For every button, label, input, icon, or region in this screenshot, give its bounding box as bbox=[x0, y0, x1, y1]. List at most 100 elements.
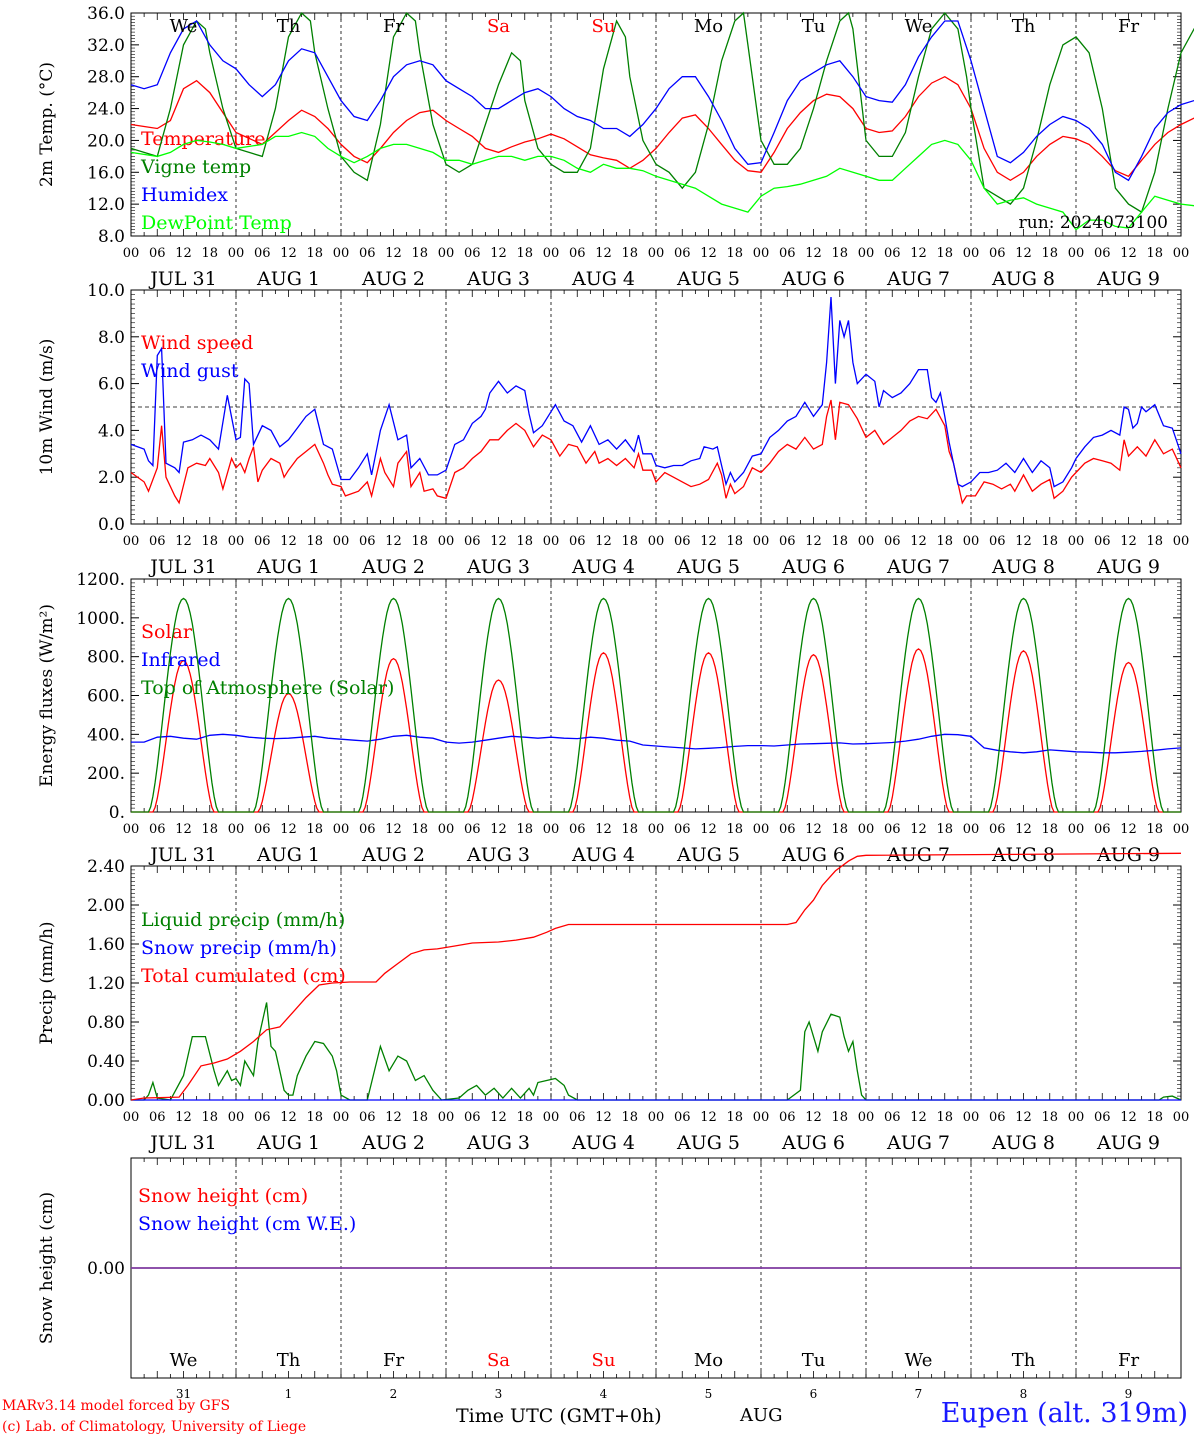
hour-tick-label: 12 bbox=[385, 822, 402, 837]
weekday-label: Mo bbox=[694, 16, 723, 37]
hour-tick-label: 00 bbox=[1173, 1110, 1190, 1125]
x-axis-title: Time UTC (GMT+0h) bbox=[456, 1405, 662, 1427]
hour-tick-label: 12 bbox=[700, 246, 717, 261]
hour-tick-label: 06 bbox=[149, 1110, 166, 1125]
hour-tick-label: 06 bbox=[779, 822, 796, 837]
hour-tick-label: 00 bbox=[753, 822, 770, 837]
hour-tick-label: 00 bbox=[753, 1110, 770, 1125]
day-label: JUL 31 bbox=[148, 1132, 216, 1154]
day-number: 9 bbox=[1125, 1387, 1133, 1401]
day-label: AUG 4 bbox=[571, 268, 635, 290]
day-label: AUG 1 bbox=[256, 844, 320, 866]
hour-tick-label: 18 bbox=[936, 1110, 953, 1125]
hour-tick-label: 06 bbox=[359, 1110, 376, 1125]
hour-tick-label: 12 bbox=[490, 1110, 507, 1125]
day-label: AUG 4 bbox=[571, 1132, 635, 1154]
legend-entry: Humidex bbox=[141, 184, 228, 206]
hour-tick-label: 00 bbox=[963, 1110, 980, 1125]
hour-tick-label: 06 bbox=[1094, 1110, 1111, 1125]
hour-tick-label: 06 bbox=[464, 246, 481, 261]
series-dewpoint-temp-line bbox=[130, 131, 1194, 231]
y-tick-label: 16.0 bbox=[87, 163, 125, 183]
hour-tick-label: 06 bbox=[989, 246, 1006, 261]
legend-entry: Snow height (cm) bbox=[138, 1185, 308, 1207]
hour-tick-label: 00 bbox=[1068, 534, 1085, 549]
hour-tick-label: 00 bbox=[648, 534, 665, 549]
hour-tick-label: 00 bbox=[858, 822, 875, 837]
y-tick-label: 0.0 bbox=[98, 515, 125, 535]
y-tick-label: 8.0 bbox=[98, 328, 125, 348]
day-number: 8 bbox=[1020, 1387, 1028, 1401]
hour-tick-label: 06 bbox=[359, 822, 376, 837]
series-temperature-line bbox=[130, 75, 1194, 182]
y-tick-label: 32.0 bbox=[87, 36, 125, 56]
hour-tick-label: 12 bbox=[805, 1110, 822, 1125]
hour-tick-label: 12 bbox=[490, 822, 507, 837]
day-label: AUG 7 bbox=[886, 268, 950, 290]
hour-tick-label: 12 bbox=[910, 246, 927, 261]
day-label: AUG 1 bbox=[256, 268, 320, 290]
hour-tick-label: 00 bbox=[1173, 822, 1190, 837]
model-credit: MARv3.14 model forced by GFS bbox=[2, 1398, 231, 1414]
hour-tick-label: 18 bbox=[621, 1110, 638, 1125]
hour-tick-label: 06 bbox=[569, 1110, 586, 1125]
y-axis-title: 10m Wind (m/s) bbox=[37, 339, 57, 476]
hour-tick-label: 12 bbox=[1120, 534, 1137, 549]
y-axis-title: Energy fluxes (W/m²) bbox=[37, 604, 57, 787]
hour-tick-label: 00 bbox=[963, 534, 980, 549]
day-label: JUL 31 bbox=[148, 556, 216, 578]
hour-tick-label: 12 bbox=[805, 822, 822, 837]
y-tick-label: 200. bbox=[87, 764, 125, 784]
hour-tick-label: 06 bbox=[884, 534, 901, 549]
day-label: AUG 3 bbox=[466, 556, 530, 578]
y-tick-label: 0.40 bbox=[87, 1052, 125, 1072]
hour-tick-label: 18 bbox=[726, 534, 743, 549]
weekday-label: Su bbox=[592, 1350, 616, 1371]
hour-tick-label: 00 bbox=[123, 246, 140, 261]
legend-entry: Wind speed bbox=[141, 332, 253, 354]
series-wind-gust-line bbox=[130, 296, 1182, 488]
hour-tick-label: 12 bbox=[700, 1110, 717, 1125]
series-total-cumulated-cm--line bbox=[130, 852, 1182, 1101]
legend-entry: Vigne temp bbox=[140, 156, 251, 178]
y-tick-label: 20.0 bbox=[87, 131, 125, 151]
hour-tick-label: 12 bbox=[280, 246, 297, 261]
hour-tick-label: 12 bbox=[175, 534, 192, 549]
hour-tick-label: 12 bbox=[1120, 1110, 1137, 1125]
hour-tick-label: 06 bbox=[464, 534, 481, 549]
hour-tick-label: 06 bbox=[149, 822, 166, 837]
hour-tick-label: 00 bbox=[858, 534, 875, 549]
day-number: 1 bbox=[285, 1387, 293, 1401]
legend-entry: Top of Atmosphere (Solar) bbox=[141, 677, 394, 699]
hour-tick-label: 06 bbox=[884, 822, 901, 837]
day-label: AUG 5 bbox=[676, 268, 740, 290]
hour-tick-label: 18 bbox=[1146, 534, 1163, 549]
hour-tick-label: 00 bbox=[438, 822, 455, 837]
hour-tick-label: 06 bbox=[464, 1110, 481, 1125]
hour-tick-label: 06 bbox=[569, 822, 586, 837]
hour-tick-label: 12 bbox=[385, 1110, 402, 1125]
hour-tick-label: 12 bbox=[175, 822, 192, 837]
hour-tick-label: 00 bbox=[753, 534, 770, 549]
weekday-label: Th bbox=[277, 16, 301, 37]
day-label: AUG 8 bbox=[991, 268, 1055, 290]
hour-tick-label: 12 bbox=[1015, 534, 1032, 549]
hour-tick-label: 06 bbox=[149, 534, 166, 549]
y-axis-title: Precip (mm/h) bbox=[37, 921, 57, 1044]
legend-entry: Snow height (cm W.E.) bbox=[138, 1213, 356, 1235]
hour-tick-label: 12 bbox=[385, 246, 402, 261]
hour-tick-label: 06 bbox=[779, 534, 796, 549]
hour-tick-label: 00 bbox=[228, 534, 245, 549]
y-tick-label: 2.00 bbox=[87, 896, 125, 916]
weekday-label: We bbox=[170, 16, 198, 37]
hour-tick-label: 18 bbox=[516, 246, 533, 261]
y-tick-label: 4.0 bbox=[98, 421, 125, 441]
hour-tick-label: 00 bbox=[228, 246, 245, 261]
hour-tick-label: 00 bbox=[648, 1110, 665, 1125]
hour-tick-label: 18 bbox=[201, 822, 218, 837]
day-label: AUG 3 bbox=[466, 1132, 530, 1154]
day-label: AUG 2 bbox=[361, 844, 425, 866]
hour-tick-label: 00 bbox=[123, 822, 140, 837]
hour-tick-label: 18 bbox=[621, 534, 638, 549]
